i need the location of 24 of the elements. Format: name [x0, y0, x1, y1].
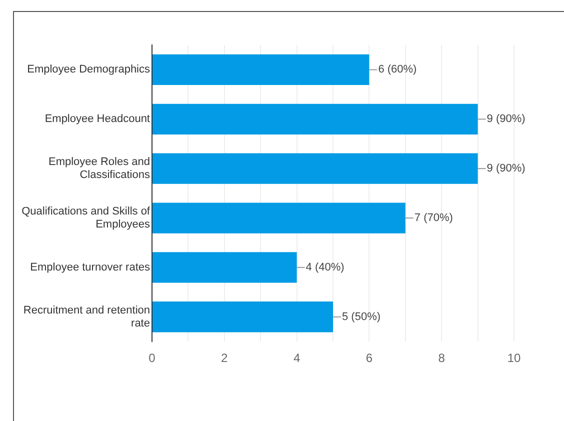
bar	[152, 302, 333, 332]
data-label: 7 (70%)	[414, 212, 453, 224]
x-tick-label: 8	[438, 351, 446, 366]
bar	[152, 104, 478, 134]
y-tick-label: Recruitment and retention rate	[23, 304, 150, 330]
x-tick-label: 6	[366, 351, 373, 366]
x-tick-label: 4	[293, 351, 300, 366]
x-tick-label: 0	[148, 351, 156, 366]
data-label: 5 (50%)	[342, 310, 381, 323]
bar	[152, 252, 297, 283]
data-label: 9 (90%)	[486, 162, 526, 175]
y-tick-label: Employee Roles and Classifications	[48, 156, 150, 182]
y-tick-label: Qualifications and Skills of Employees	[22, 205, 151, 231]
data-label: 6 (60%)	[378, 64, 417, 76]
y-tick-label: Employee Headcount	[44, 113, 150, 126]
x-tick-label: 2	[221, 351, 228, 366]
bar	[152, 54, 370, 86]
data-label: 4 (40%)	[306, 261, 344, 274]
y-tick-label: Employee Demographics	[27, 64, 150, 76]
y-tick-label: Employee turnover rates	[30, 261, 150, 274]
bar	[152, 153, 478, 184]
bar	[152, 202, 406, 234]
data-label: 9 (90%)	[486, 113, 526, 126]
x-tick-label: 10	[507, 351, 521, 366]
